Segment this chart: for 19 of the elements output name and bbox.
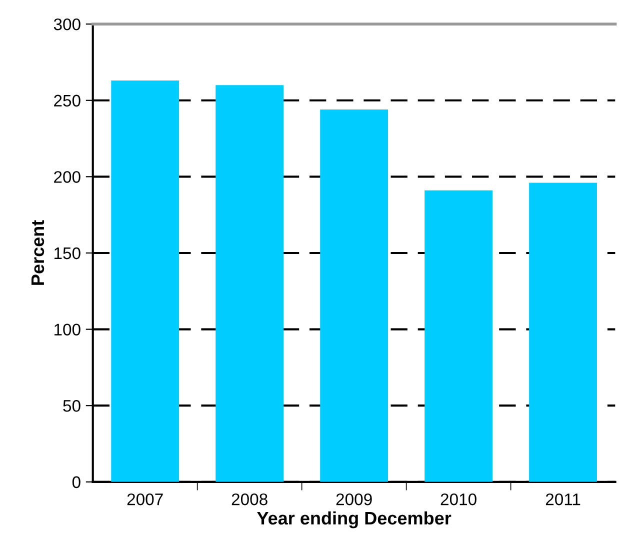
x-tick-label: 2011 [546,493,580,506]
bar [111,80,180,482]
x-axis-title: Year ending December [257,511,452,528]
x-tick-label: 2009 [336,493,372,506]
bar [320,110,388,482]
y-tick-label: 200 [54,171,80,183]
x-tick-label: 2008 [232,493,268,506]
y-tick-label: 50 [63,400,80,412]
y-tick-label: 100 [54,324,80,336]
y-tick-label: 250 [54,94,80,107]
y-tick-label: 0 [72,476,80,488]
y-tick-label: 300 [54,18,80,30]
bar [529,182,597,482]
bar [424,190,493,482]
x-tick-label: 2010 [440,493,476,506]
x-tick-label: 2007 [127,493,163,506]
y-tick-label: 150 [54,247,80,260]
y-axis-title: Percent [32,220,44,285]
bar [216,85,284,482]
